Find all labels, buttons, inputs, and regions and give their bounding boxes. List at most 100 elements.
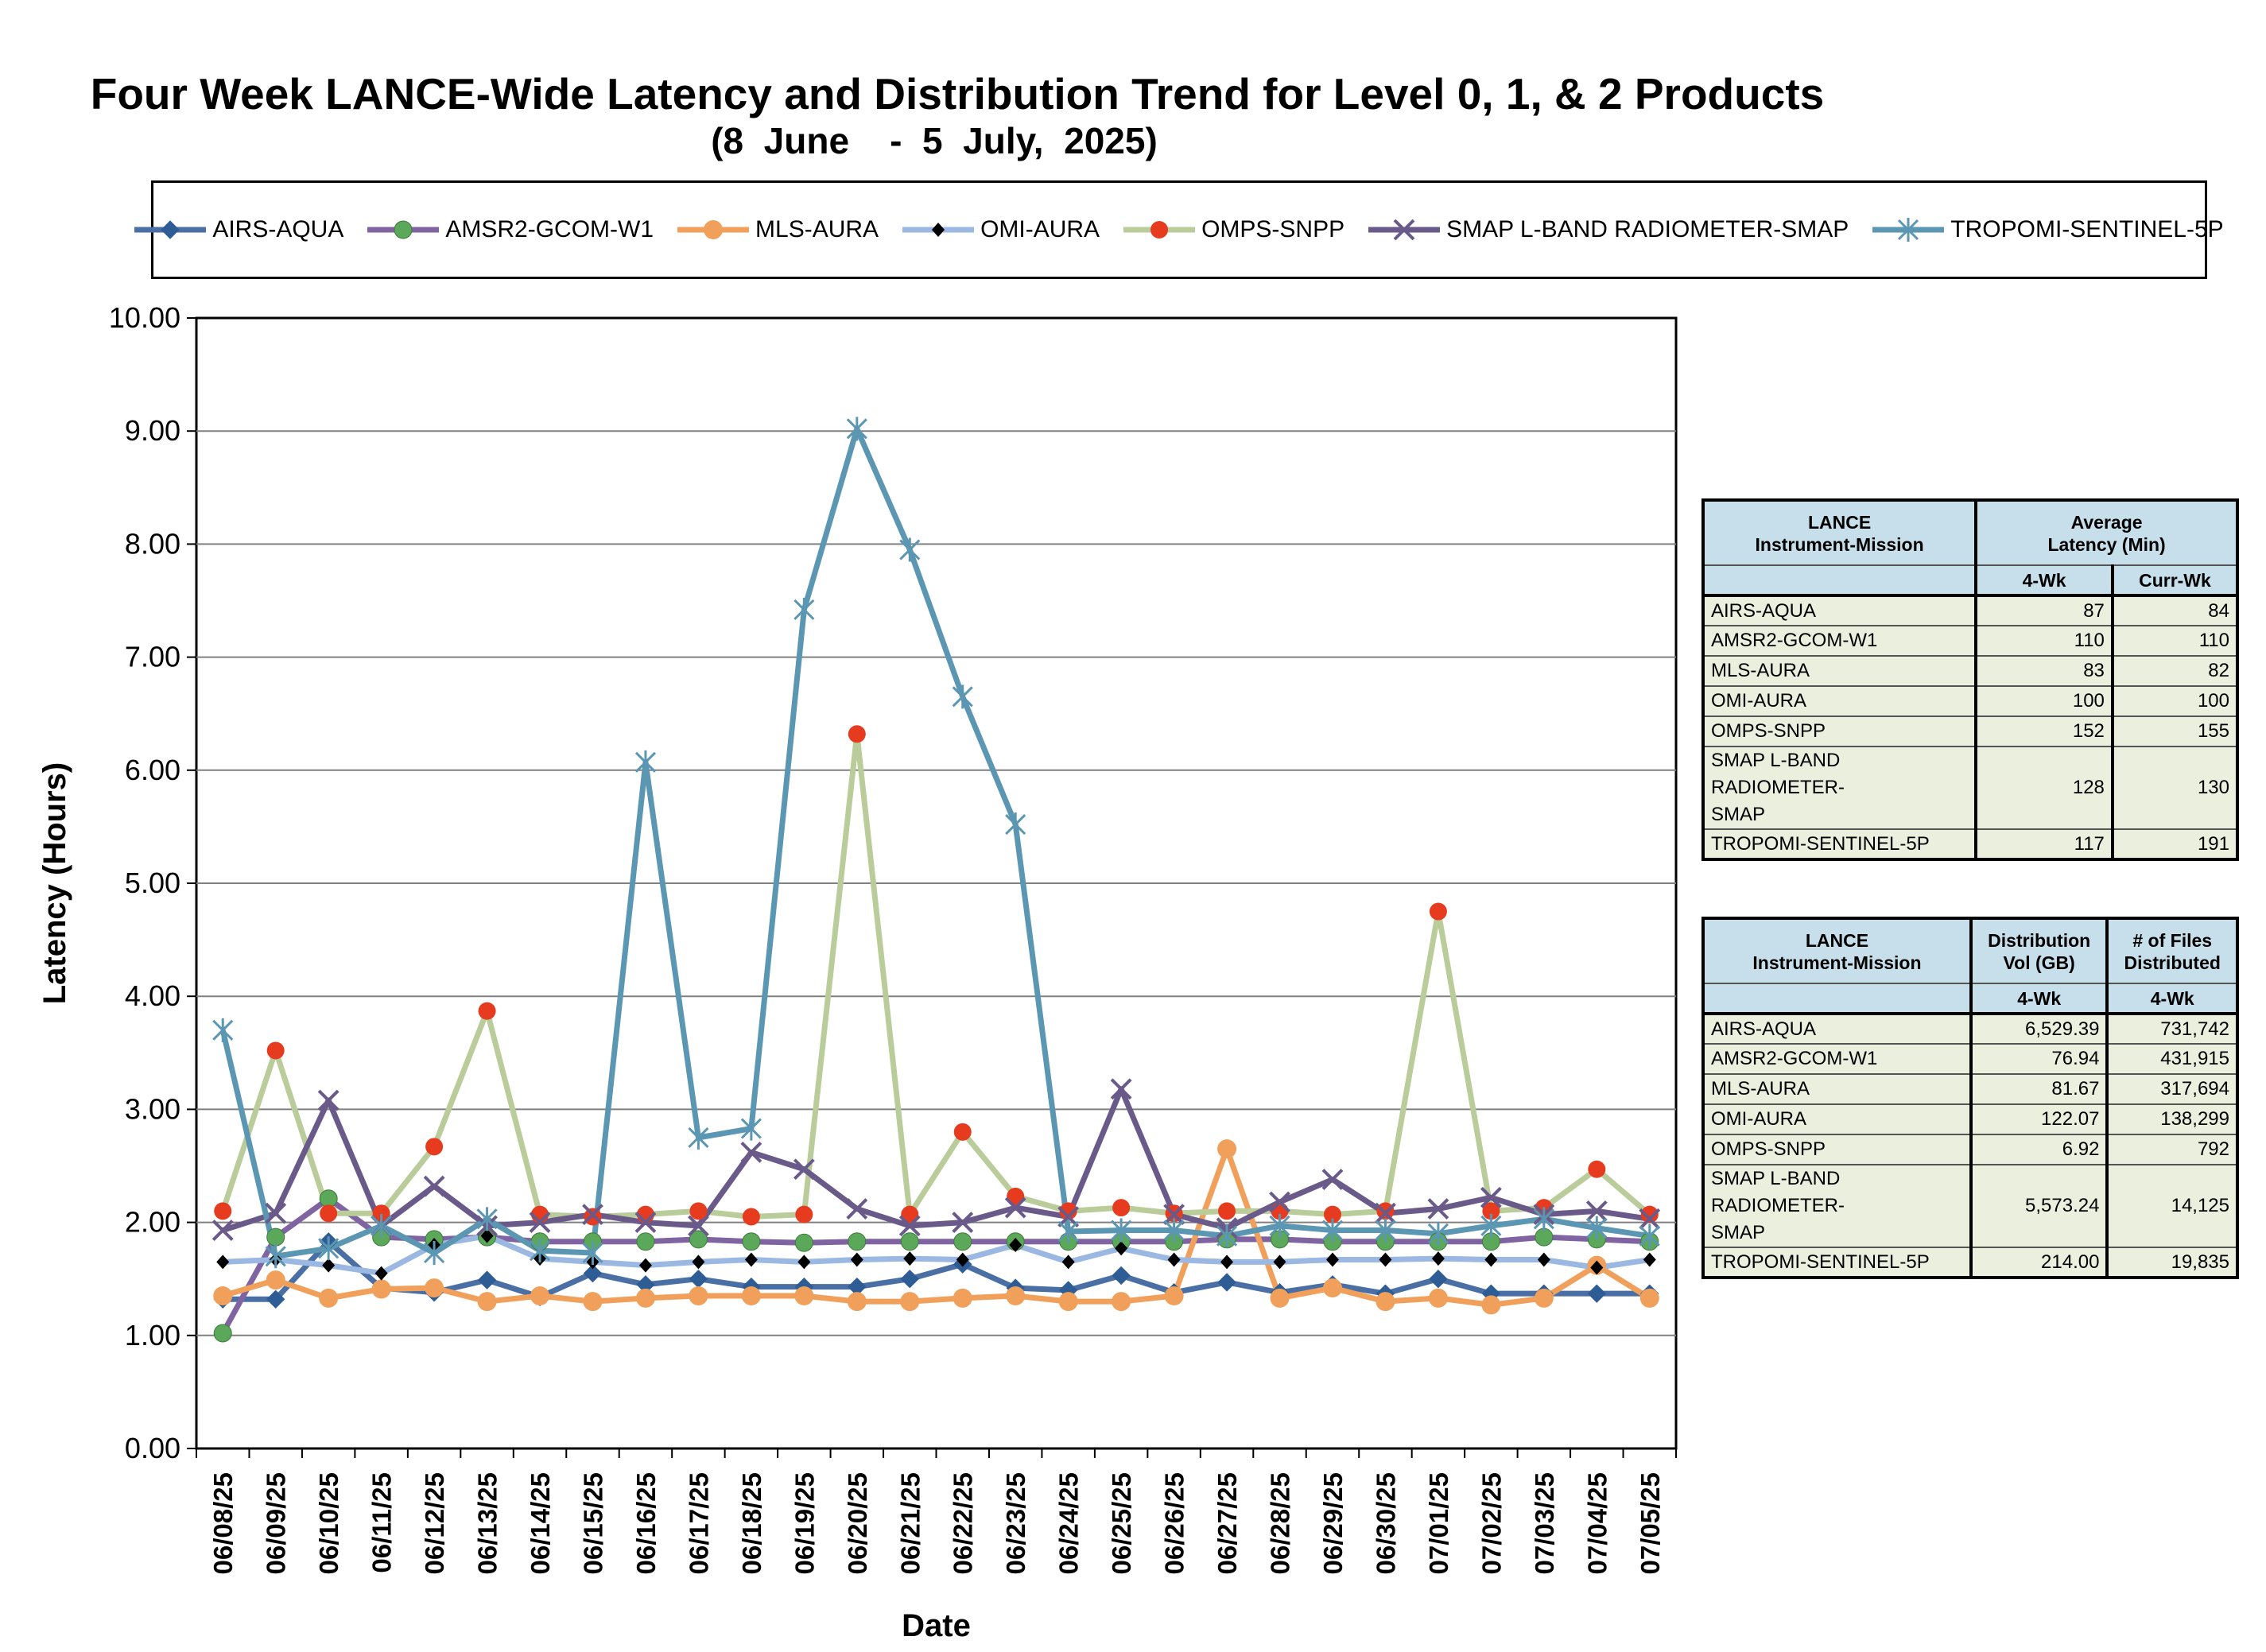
data-point	[584, 1208, 602, 1226]
x-tick-label: 06/10/25	[314, 1472, 343, 1574]
series-line	[223, 1233, 1651, 1277]
dist-cell-instrument: TROPOMI-SENTINEL-5P	[1702, 1247, 1973, 1278]
data-point	[689, 1202, 708, 1220]
legend-swatch	[677, 220, 750, 239]
data-point	[374, 1266, 388, 1281]
lat-table-row: AIRS-AQUA 87 84	[1701, 595, 2239, 626]
dist-cell-a: 122.07	[1969, 1103, 2109, 1135]
data-point	[480, 1228, 494, 1243]
latency-subheader-4wk: 4-Wk	[1975, 564, 2114, 597]
data-point	[1150, 221, 1169, 238]
data-point	[1427, 1198, 1449, 1220]
lat-table-row: SMAP L-BAND RADIOMETER- SMAP 128 130	[1701, 746, 2239, 830]
data-point	[322, 1258, 336, 1273]
data-point	[1480, 1213, 1502, 1238]
data-point	[1006, 1286, 1026, 1306]
x-tick-label: 06/22/25	[949, 1472, 978, 1574]
data-point	[1217, 1273, 1236, 1292]
data-point	[1220, 1255, 1234, 1270]
data-point	[1164, 1286, 1184, 1306]
series-markers	[212, 417, 1660, 1269]
data-point	[1216, 1223, 1238, 1248]
series-markers	[214, 725, 1659, 1226]
data-point	[638, 1258, 652, 1273]
data-point	[793, 1158, 815, 1181]
data-point	[1167, 1252, 1181, 1267]
data-point	[1534, 1288, 1554, 1308]
x-tick-label: 06/13/25	[473, 1472, 502, 1574]
data-point	[529, 1212, 551, 1234]
data-point	[1273, 1255, 1286, 1270]
data-point	[704, 220, 724, 239]
lat-cell-b: 84	[2111, 595, 2239, 626]
x-tick-label: 06/17/25	[684, 1472, 713, 1574]
data-point	[1639, 1223, 1660, 1248]
data-point	[1005, 812, 1026, 837]
y-axis-title: Latency (Hours)	[37, 762, 72, 1005]
lat-cell-instrument: OMPS-SNPP	[1701, 715, 1978, 747]
chart-title: Four Week LANCE-Wide Latency and Distrib…	[90, 69, 1825, 118]
legend-item: SMAP L-BAND RADIOMETER-SMAP	[1368, 216, 1849, 243]
data-point	[636, 1232, 655, 1251]
data-point	[1379, 1252, 1392, 1267]
lat-cell-a: 87	[1975, 595, 2114, 626]
dist-cell-instrument: MLS-AURA	[1702, 1073, 1973, 1105]
lat-cell-instrument: OMI-AURA	[1701, 685, 1978, 717]
legend-swatch	[1368, 219, 1441, 241]
lat-cell-a: 117	[1975, 828, 2114, 860]
data-point	[425, 1278, 444, 1298]
x-tick-label: 06/23/25	[1001, 1472, 1030, 1574]
data-point	[744, 1252, 758, 1267]
data-point	[1061, 1255, 1075, 1270]
data-point	[212, 1018, 234, 1042]
data-point	[318, 1236, 340, 1261]
series-tropomi-sentinel-5p	[219, 425, 1651, 1259]
legend-label: AIRS-AQUA	[212, 216, 344, 242]
data-point	[477, 1292, 497, 1312]
data-point	[582, 1204, 603, 1226]
series-omps-snpp	[219, 731, 1652, 1220]
x-tick-label: 06/29/25	[1318, 1472, 1348, 1574]
data-point	[953, 1232, 972, 1251]
latency-header-instrument: LANCE Instrument-Mission	[1701, 499, 1978, 566]
data-point	[1640, 1205, 1659, 1223]
dist-table-row: TROPOMI-SENTINEL-5P 214.00 19,835	[1702, 1247, 2238, 1278]
legend-label: TROPOMI-SENTINEL-5P	[1950, 216, 2224, 242]
dist-cell-a: 6,529.39	[1969, 1013, 2109, 1045]
data-point	[689, 1269, 708, 1289]
data-point	[266, 1227, 285, 1247]
lat-cell-a: 152	[1975, 715, 2114, 747]
x-tick-label: 07/04/25	[1582, 1472, 1612, 1574]
y-tick-label: 1.00	[125, 1319, 180, 1351]
data-point	[952, 1212, 974, 1234]
data-point	[795, 1205, 813, 1223]
data-point	[1431, 1251, 1445, 1266]
dist-table-row: MLS-AURA 81.67 317,694	[1702, 1073, 2238, 1105]
lat-cell-instrument: SMAP L-BAND RADIOMETER- SMAP	[1701, 746, 1978, 830]
x-tick-label: 06/21/25	[895, 1472, 925, 1574]
x-tick-label: 07/05/25	[1635, 1472, 1665, 1574]
data-point	[530, 1286, 550, 1306]
series-line	[219, 425, 1651, 1259]
lat-cell-b: 82	[2111, 655, 2239, 687]
data-point	[1007, 1187, 1025, 1205]
data-point	[1482, 1202, 1500, 1220]
data-point	[1112, 1292, 1131, 1312]
dist-cell-instrument: AMSR2-GCOM-W1	[1702, 1043, 1973, 1075]
y-tick-label: 9.00	[125, 414, 180, 447]
data-point	[478, 1002, 496, 1020]
data-point	[1643, 1252, 1656, 1267]
dist-cell-instrument: OMI-AURA	[1702, 1103, 1973, 1135]
data-point	[394, 220, 413, 239]
data-point	[793, 597, 815, 622]
x-tick-label: 06/08/25	[208, 1472, 238, 1574]
lat-cell-b: 100	[2111, 685, 2239, 717]
dist-cell-a: 6.92	[1969, 1134, 2109, 1165]
dist-table-row: AMSR2-GCOM-W1 76.94 431,915	[1702, 1043, 2238, 1075]
data-point	[899, 537, 921, 562]
data-point	[1163, 1218, 1185, 1243]
dist-cell-a: 214.00	[1969, 1247, 2109, 1278]
data-point	[1321, 1218, 1344, 1243]
dist-cell-a: 76.94	[1969, 1043, 2109, 1075]
data-point	[1590, 1260, 1604, 1275]
